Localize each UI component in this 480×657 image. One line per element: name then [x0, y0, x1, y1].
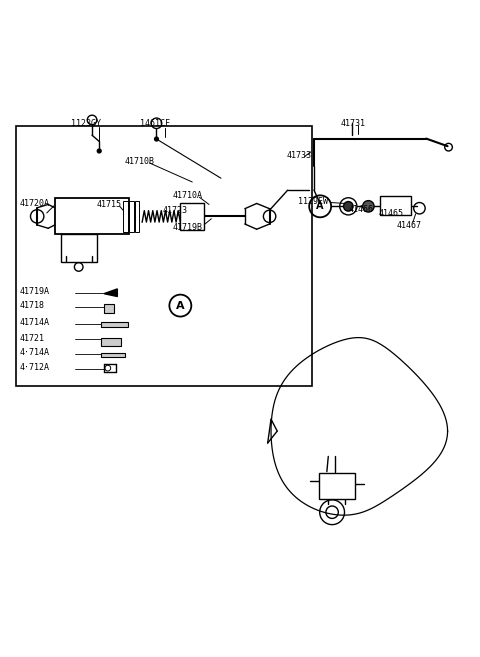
Text: 4·712A: 4·712A — [20, 363, 49, 372]
Circle shape — [97, 149, 101, 153]
Text: 41465: 41465 — [378, 208, 403, 217]
Bar — [16, 125, 312, 386]
Text: 41714A: 41714A — [20, 318, 49, 327]
Bar — [134, 201, 139, 232]
Text: 41710B: 41710B — [124, 157, 155, 166]
Text: 41467: 41467 — [396, 221, 421, 230]
Polygon shape — [104, 289, 117, 296]
Text: 41718: 41718 — [20, 301, 45, 310]
Bar — [55, 198, 129, 235]
Text: 41731: 41731 — [340, 119, 365, 128]
Bar — [61, 235, 97, 262]
Text: 41720A: 41720A — [20, 199, 49, 208]
Text: 41719A: 41719A — [20, 286, 49, 296]
Text: 1123GY: 1123GY — [71, 119, 101, 128]
Text: A: A — [316, 201, 324, 212]
Text: 4·714A: 4·714A — [20, 348, 49, 357]
Circle shape — [363, 200, 374, 212]
Bar — [380, 196, 411, 215]
Text: 41721: 41721 — [20, 334, 45, 342]
Bar — [129, 201, 133, 232]
Text: 41719B: 41719B — [172, 223, 202, 232]
Text: 1461CF: 1461CF — [140, 119, 170, 128]
Bar — [180, 203, 204, 230]
Text: A: A — [176, 301, 185, 311]
Circle shape — [155, 137, 158, 141]
Bar — [319, 472, 355, 499]
Text: 1129EW: 1129EW — [298, 197, 328, 206]
Bar — [101, 338, 120, 346]
Text: 41710A: 41710A — [172, 191, 202, 200]
Bar — [101, 323, 128, 327]
Bar — [101, 353, 125, 357]
Circle shape — [344, 202, 353, 211]
Text: 41723: 41723 — [163, 206, 188, 215]
Bar — [123, 201, 128, 232]
Text: 41733: 41733 — [287, 151, 312, 160]
Text: 41715: 41715 — [97, 200, 122, 209]
Bar — [104, 304, 114, 313]
Text: 41466: 41466 — [349, 205, 374, 214]
